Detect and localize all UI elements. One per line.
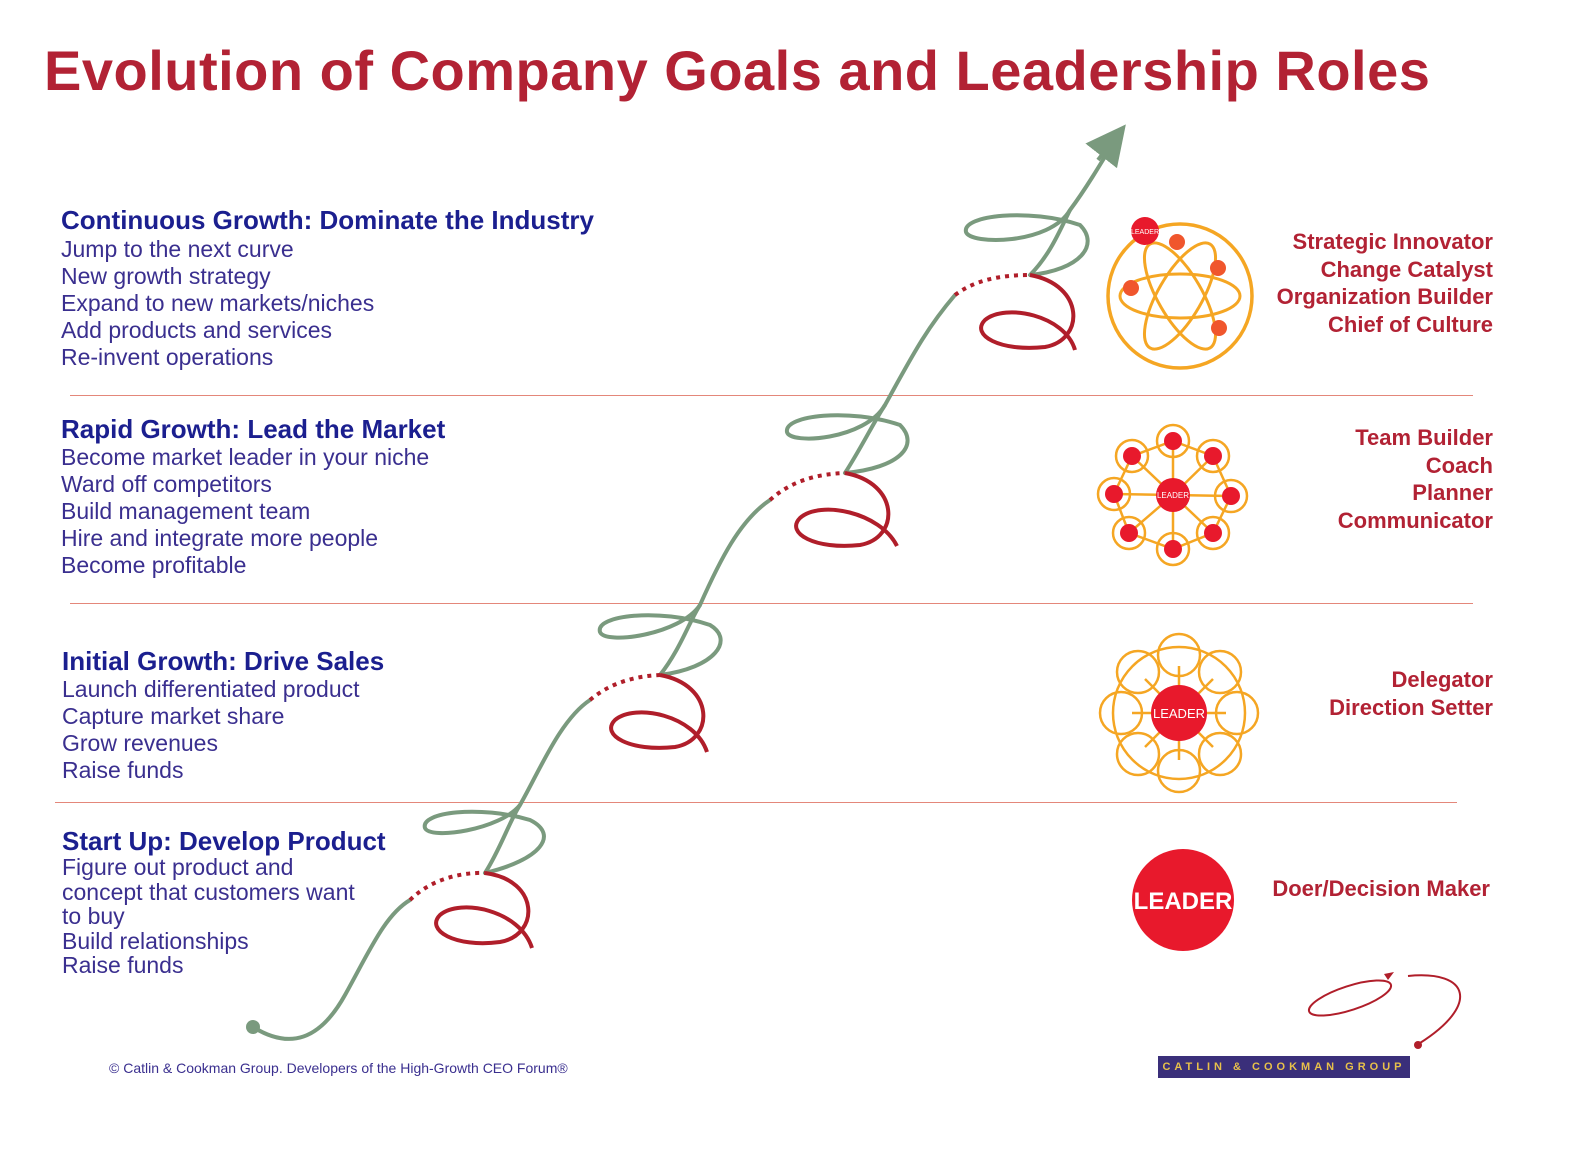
leader-solo-icon: LEADER	[1132, 849, 1234, 951]
goal-item: Figure out product and	[62, 854, 294, 880]
stage-divider	[70, 603, 1473, 604]
goal-item: Jump to the next curve	[61, 236, 294, 262]
goal-item: Raise funds	[62, 952, 184, 978]
green-loop	[785, 403, 910, 475]
page-title: Evolution of Company Goals and Leadershi…	[44, 39, 1431, 102]
goal-item: Grow revenues	[62, 730, 218, 756]
red-loop	[609, 673, 709, 753]
goal-item: Add products and services	[61, 317, 333, 343]
curve-start-dot	[246, 1020, 260, 1034]
goal-item: Raise funds	[62, 757, 184, 783]
leader-atom-icon: LEADER	[1106, 217, 1254, 370]
goal-item: Launch differentiated product	[62, 676, 360, 702]
stage-divider	[70, 395, 1473, 396]
goal-item: New growth strategy	[61, 263, 271, 289]
green-loop	[597, 603, 723, 677]
leader-icon-label: LEADER	[1131, 229, 1159, 236]
roles-initial-growth: Delegator Direction Setter	[1329, 666, 1493, 721]
goal-item: Hire and integrate more people	[61, 525, 379, 551]
stage-heading-start-up: Start Up: Develop Product	[62, 826, 386, 856]
goal-item: Capture market share	[62, 703, 285, 729]
stage-heading-rapid-growth: Rapid Growth: Lead the Market	[61, 414, 446, 444]
red-dotted-connector	[588, 673, 661, 702]
role-item: Doer/Decision Maker	[1272, 876, 1490, 901]
goal-item: Become market leader in your niche	[61, 444, 430, 470]
role-item: Direction Setter	[1329, 694, 1493, 720]
leader-icon-label: LEADER	[1134, 888, 1233, 915]
stage-divider	[55, 802, 1457, 803]
copyright-footer: © Catlin & Cookman Group. Developers of …	[109, 1060, 568, 1076]
role-item: Chief of Culture	[1328, 311, 1493, 337]
roles-start-up: Doer/Decision Maker	[1272, 875, 1490, 903]
stage-goals-continuous-growth: Jump to the next curve New growth strate…	[61, 236, 374, 371]
growth-curve	[251, 138, 1117, 1041]
red-dotted-connector	[768, 471, 846, 502]
goal-item: Expand to new markets/niches	[61, 290, 375, 316]
goal-item: Build relationships	[62, 927, 249, 954]
goal-item: Ward off competitors	[61, 471, 272, 497]
red-dotted-connector	[408, 870, 486, 902]
green-loop	[422, 803, 546, 875]
leader-network-icon: LEADER	[1096, 423, 1249, 567]
stage-heading-continuous-growth: Continuous Growth: Dominate the Industry	[61, 205, 594, 235]
goal-item: Re-invent operations	[61, 344, 274, 370]
goal-item: Build management team	[61, 498, 311, 524]
green-loop	[964, 208, 1090, 277]
roles-rapid-growth: Team Builder Coach Planner Communicator	[1338, 424, 1493, 534]
goal-item: to buy	[62, 903, 125, 929]
goal-item: concept that customers want	[62, 878, 355, 905]
stage-goals-initial-growth: Launch differentiated product Capture ma…	[62, 676, 360, 784]
logo-swirl-icon	[1307, 972, 1461, 1049]
role-item: Organization Builder	[1276, 284, 1493, 309]
role-item: Coach	[1425, 452, 1493, 478]
role-item: Strategic Innovator	[1292, 229, 1493, 254]
stage-heading-initial-growth: Initial Growth: Drive Sales	[62, 646, 385, 676]
stage-goals-start-up: Figure out product and concept that cust…	[62, 855, 355, 978]
role-item: Change Catalyst	[1320, 256, 1493, 282]
role-item: Communicator	[1337, 507, 1493, 533]
red-dotted-connector	[953, 273, 1031, 297]
leader-icon-label: LEADER	[1157, 491, 1189, 500]
red-loop	[979, 273, 1077, 351]
role-item: Team Builder	[1355, 425, 1493, 450]
red-loop	[794, 471, 899, 548]
role-item: Planner	[1412, 480, 1493, 505]
roles-continuous-growth: Strategic Innovator Change Catalyst Orga…	[1277, 228, 1493, 338]
leader-icon-label: LEADER	[1153, 706, 1205, 721]
role-item: Delegator	[1391, 667, 1493, 692]
goal-item: Become profitable	[61, 552, 247, 578]
leader-flower-icon: LEADER	[1098, 632, 1260, 794]
stage-goals-rapid-growth: Become market leader in your niche Ward …	[61, 444, 429, 579]
red-loop	[434, 871, 534, 949]
company-logo: CATLIN & COOKMAN GROUP	[1158, 1056, 1410, 1078]
